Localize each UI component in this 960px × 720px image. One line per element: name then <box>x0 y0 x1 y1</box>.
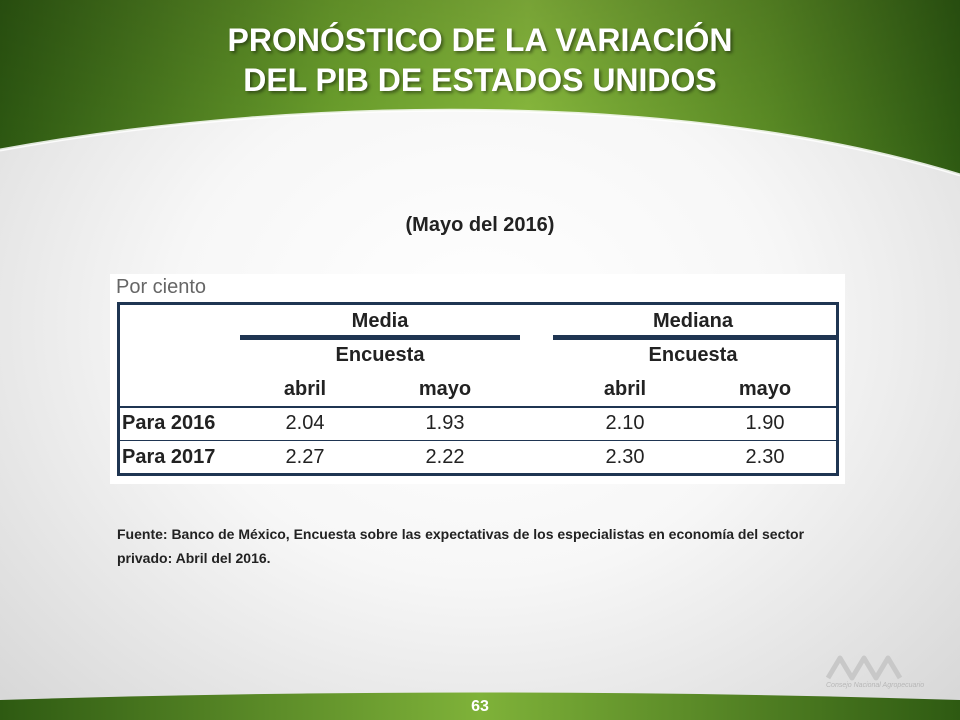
page-title: PRONÓSTICO DE LA VARIACIÓN DEL PIB DE ES… <box>0 20 960 100</box>
page-number: 63 <box>471 698 489 715</box>
group-rule-media <box>240 335 520 340</box>
forecast-table: Por ciento Media Mediana Encuesta Encues… <box>110 274 845 484</box>
cell-2017-mediana-abril: 2.30 <box>605 446 645 468</box>
cell-2016-mediana-mayo: 1.90 <box>745 412 785 434</box>
source-note: Fuente: Banco de México, Encuesta sobre … <box>117 526 805 566</box>
row-divider <box>117 440 839 441</box>
title-line-1: PRONÓSTICO DE LA VARIACIÓN <box>227 22 733 58</box>
cell-2016-media-abril: 2.04 <box>285 412 325 434</box>
unit-label: Por ciento <box>116 276 207 298</box>
cna-logo-icon <box>825 655 903 681</box>
row-label-2016: Para 2016 <box>122 412 216 434</box>
table-frame <box>117 302 839 476</box>
group-header-media: Media <box>351 310 409 332</box>
cell-2016-media-mayo: 1.93 <box>425 412 465 434</box>
col-header-mediana-mayo: mayo <box>738 378 792 400</box>
col-header-media-abril: abril <box>283 378 327 400</box>
col-header-mediana-abril: abril <box>603 378 647 400</box>
header-divider <box>117 406 839 408</box>
title-line-2: DEL PIB DE ESTADOS UNIDOS <box>243 62 717 98</box>
subheader-encuesta-media: Encuesta <box>335 344 425 366</box>
group-rule-mediana <box>553 335 838 340</box>
row-label-2017: Para 2017 <box>122 446 216 468</box>
cell-2016-mediana-abril: 2.10 <box>605 412 645 434</box>
header-banner <box>0 0 960 177</box>
footer-bar <box>0 692 960 720</box>
cell-2017-media-mayo: 2.22 <box>425 446 465 468</box>
group-header-mediana: Mediana <box>652 310 734 332</box>
cell-2017-media-abril: 2.27 <box>285 446 325 468</box>
cell-2017-mediana-mayo: 2.30 <box>745 446 785 468</box>
subtitle: (Mayo del 2016) <box>405 214 555 236</box>
col-header-media-mayo: mayo <box>418 378 472 400</box>
logo-text: Consejo Nacional Agropecuario <box>826 682 925 689</box>
subheader-encuesta-mediana: Encuesta <box>648 344 738 366</box>
